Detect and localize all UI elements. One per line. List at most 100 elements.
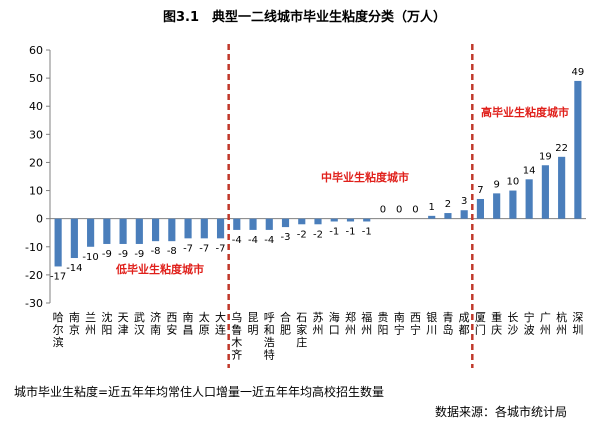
category-label: 成都 [459, 311, 470, 337]
chart-footnote: 城市毕业生粘度=近五年年均常住人口增量一近五年年均高校招生数量 [14, 385, 385, 399]
data-label: 49 [572, 67, 585, 78]
category-label: 昆明 [248, 311, 259, 337]
bar [298, 218, 306, 225]
data-label: -2 [297, 229, 307, 240]
category-label: 广州 [540, 311, 551, 337]
category-label: 石家庄 [296, 311, 307, 349]
category-label: 重庆 [491, 310, 502, 337]
data-label: -1 [345, 226, 355, 237]
bar [281, 218, 290, 228]
bar [460, 210, 468, 219]
data-label: -8 [167, 246, 177, 257]
y-tick-label: 50 [29, 72, 43, 85]
bar [493, 193, 501, 219]
bar [135, 218, 143, 244]
data-label: 2 [445, 199, 451, 210]
bar [428, 215, 436, 219]
data-label: 19 [539, 151, 552, 162]
bar [541, 165, 549, 219]
category-label: 海口 [329, 310, 340, 337]
data-label: -4 [232, 235, 242, 246]
data-label: -9 [102, 249, 112, 260]
bar [476, 198, 484, 219]
data-label: 1 [429, 202, 435, 213]
data-label: -7 [183, 243, 193, 254]
category-label: 杭州 [556, 310, 567, 337]
category-label: 大连 [215, 310, 226, 337]
category-label: 合肥 [280, 310, 291, 337]
data-label: 9 [493, 179, 499, 190]
bar [87, 218, 95, 247]
y-tick-label: -10 [25, 241, 43, 254]
data-label: 22 [555, 143, 568, 154]
data-label: -8 [151, 246, 161, 257]
bar [233, 218, 241, 230]
category-label: 西安 [166, 311, 177, 337]
data-label: -14 [66, 263, 82, 274]
category-label: 武汉 [134, 311, 145, 337]
bar [330, 218, 338, 222]
y-tick-label: 20 [29, 156, 43, 169]
category-label: 贵阳 [377, 311, 388, 337]
y-tick-label: 60 [29, 44, 43, 57]
category-label: 西宁 [410, 311, 421, 337]
data-label: -7 [199, 243, 209, 254]
data-label: -10 [82, 252, 98, 263]
data-label: 7 [477, 185, 483, 196]
group-annotation: 低毕业生粘度城市 [115, 262, 204, 276]
bar [152, 218, 160, 242]
category-label: 南京 [69, 311, 80, 337]
category-label: 长沙 [507, 311, 518, 337]
category-label: 南昌 [183, 311, 194, 337]
group-annotation: 中毕业生粘度城市 [321, 170, 409, 184]
bar [184, 218, 192, 239]
bar [249, 218, 257, 230]
bar [119, 218, 127, 244]
category-label: 呼和浩特 [264, 311, 275, 362]
data-label: 0 [380, 205, 386, 216]
bar [103, 218, 111, 244]
bar [574, 80, 582, 219]
category-label: 天津 [118, 311, 129, 337]
data-label: 10 [507, 177, 520, 188]
data-label: -1 [329, 226, 339, 237]
bar [200, 218, 208, 239]
y-tick-label: 10 [29, 185, 43, 198]
category-label: 哈尔滨 [53, 311, 64, 349]
y-tick-label: -30 [25, 297, 43, 310]
data-label: -3 [281, 232, 291, 243]
category-label: 宁波 [524, 310, 535, 337]
data-source: 数据来源：各城市统计局 [434, 405, 567, 419]
data-label: 0 [412, 205, 418, 216]
data-label: -9 [118, 249, 128, 260]
bar [444, 213, 452, 219]
data-label: 0 [396, 205, 402, 216]
category-label: 乌鲁木齐 [231, 310, 242, 362]
y-tick-label: 40 [29, 100, 43, 113]
data-label: -4 [264, 235, 274, 246]
data-label: -9 [134, 249, 144, 260]
data-label: -17 [50, 271, 66, 282]
chart-title: 图3.1 典型一二线城市毕业生粘度分类（万人） [162, 10, 447, 25]
bar [363, 218, 371, 222]
bar [216, 218, 225, 239]
category-label: 兰州 [85, 311, 96, 337]
data-label: -2 [313, 229, 323, 240]
bar [558, 156, 566, 219]
category-label: 郑州 [345, 310, 356, 337]
category-label: 苏州 [313, 311, 324, 337]
category-label: 青岛 [442, 311, 453, 337]
category-label: 厦门 [475, 311, 486, 337]
category-label: 沈阳 [101, 310, 112, 337]
category-label: 太原 [199, 311, 210, 337]
y-tick-label: -20 [25, 269, 43, 282]
category-label: 济南 [150, 310, 161, 337]
category-label: 深圳 [572, 311, 583, 337]
data-label: -7 [216, 243, 226, 254]
y-tick-label: 0 [36, 213, 43, 226]
bar [265, 218, 273, 230]
group-annotation: 高毕业生粘度城市 [481, 105, 569, 119]
bar [346, 218, 355, 222]
bar [54, 218, 62, 267]
